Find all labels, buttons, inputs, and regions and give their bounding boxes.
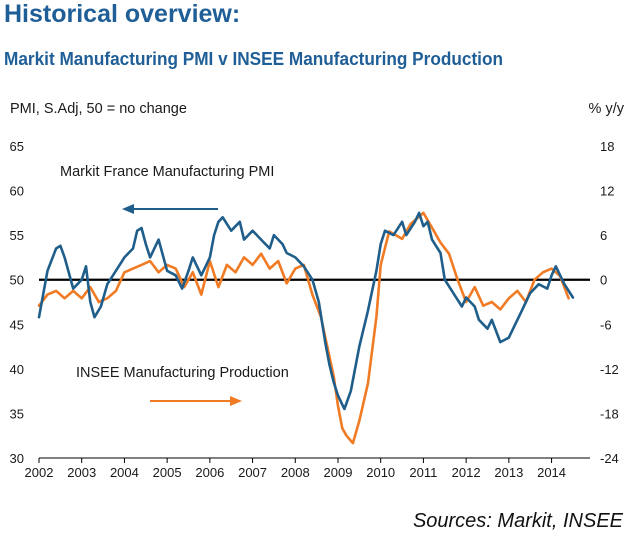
page-title: Historical overview: <box>4 0 241 28</box>
line-chart: PMI, S.Adj, 50 = no change % y/y 6560555… <box>10 101 625 480</box>
x-tick-label: 2013 <box>494 465 523 480</box>
x-tick-label: 2011 <box>409 465 437 480</box>
x-tick-label: 2007 <box>238 465 267 480</box>
left-tick-label: 60 <box>10 184 24 199</box>
right-axis: 18 12 6 0 -6 -12 -18 -24 <box>600 139 619 466</box>
right-arrow-icon <box>150 396 242 406</box>
left-tick-label: 65 <box>10 139 24 154</box>
left-arrow-icon <box>122 204 218 214</box>
right-tick-label: -24 <box>600 451 619 466</box>
x-tick-label: 2014 <box>537 465 566 480</box>
chart-subtitle: Markit Manufacturing PMI v INSEE Manufac… <box>4 48 503 69</box>
x-tick-label: 2010 <box>366 465 395 480</box>
x-tick-label: 2004 <box>110 465 139 480</box>
left-tick-label: 40 <box>10 362 24 377</box>
right-axis-label: % y/y <box>589 101 625 117</box>
x-tick-label: 2008 <box>281 465 310 480</box>
left-axis-label: PMI, S.Adj, 50 = no change <box>10 101 187 117</box>
right-tick-label: 6 <box>600 228 607 243</box>
x-tick-label: 2012 <box>452 465 481 480</box>
left-tick-label: 35 <box>10 406 24 421</box>
pmi-series-label: Markit France Manufacturing PMI <box>60 164 274 180</box>
left-axis: 65 60 55 50 45 40 35 30 <box>10 139 24 466</box>
right-tick-label: -6 <box>600 317 612 332</box>
right-tick-label: -18 <box>600 406 619 421</box>
right-tick-label: 12 <box>600 184 614 199</box>
left-tick-label: 30 <box>10 451 24 466</box>
pmi-series-line <box>37 211 575 411</box>
right-tick-label: 18 <box>600 139 614 154</box>
production-series-label: INSEE Manufacturing Production <box>76 365 289 381</box>
left-tick-label: 55 <box>10 228 24 243</box>
right-tick-label: 0 <box>600 273 607 288</box>
left-tick-label: 50 <box>10 273 24 288</box>
right-tick-label: -12 <box>600 362 619 377</box>
left-tick-label: 45 <box>10 317 24 332</box>
x-tick-label: 2002 <box>25 465 54 480</box>
x-tick-label: 2003 <box>67 465 96 480</box>
x-tick-label: 2005 <box>153 465 182 480</box>
source-note: Sources: Markit, INSEE <box>412 510 623 532</box>
x-tick-label: 2009 <box>324 465 353 480</box>
x-tick-label: 2006 <box>195 465 224 480</box>
x-axis: 2002 2003 2004 2005 2006 2007 2008 2009 2010 2011… <box>25 458 566 480</box>
